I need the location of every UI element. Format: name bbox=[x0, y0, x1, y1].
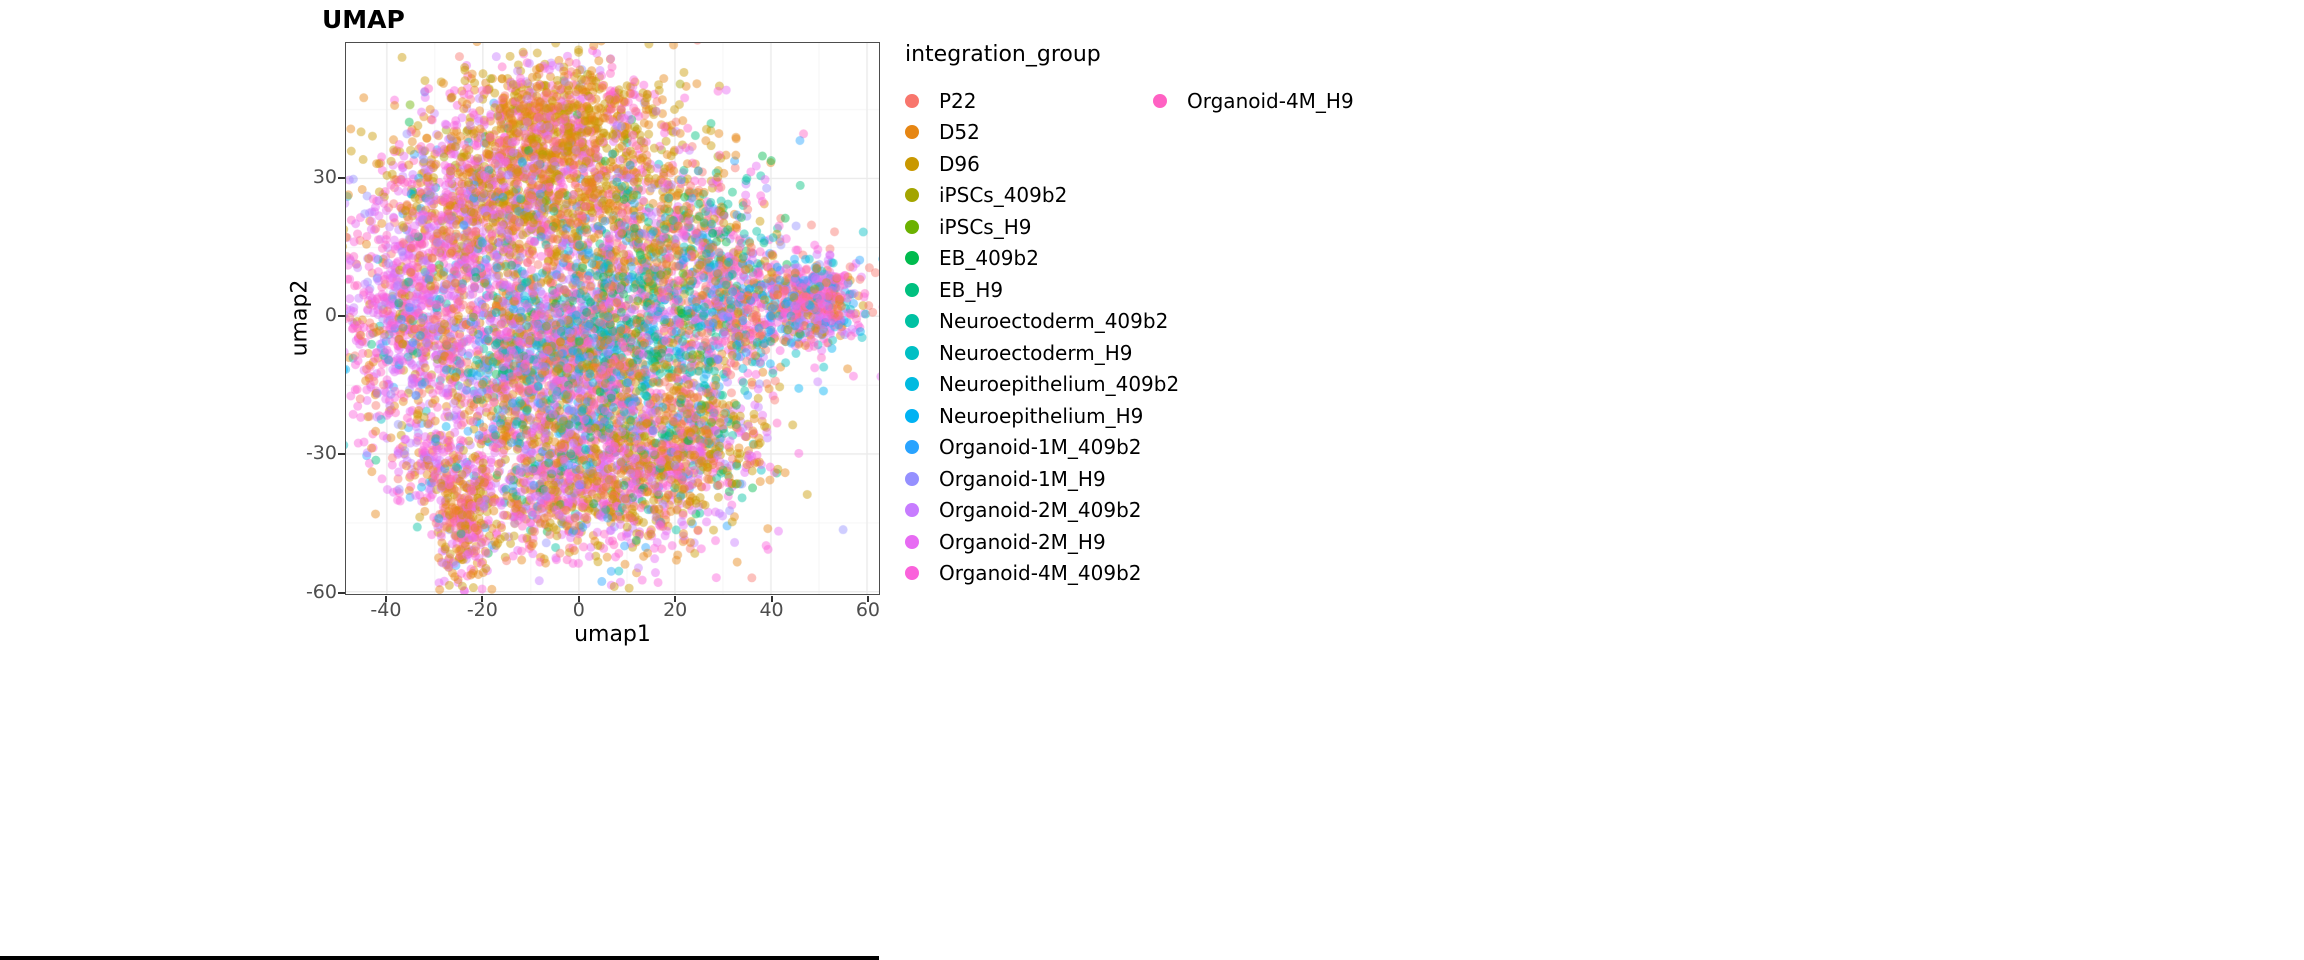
legend-item-label: iPSCs_409b2 bbox=[939, 183, 1068, 208]
legend-swatch-icon bbox=[905, 440, 919, 455]
legend-item-label: Neuroepithelium_409b2 bbox=[939, 372, 1180, 397]
legend-item-label: Neuroectoderm_409b2 bbox=[939, 309, 1169, 334]
legend-item-label: EB_409b2 bbox=[939, 246, 1039, 271]
legend-swatch-icon bbox=[905, 156, 919, 171]
legend-items: P22 D52 D96 iPSCs_409b2 iPSCs_H9 EB_409b2 EB_H… bbox=[905, 85, 1525, 593]
legend-item-label: Organoid-2M_409b2 bbox=[939, 498, 1142, 523]
legend-item-label: P22 bbox=[939, 88, 977, 113]
bottom-edge-bar bbox=[0, 956, 879, 960]
legend-item-label: Neuroepithelium_H9 bbox=[939, 403, 1144, 428]
legend-item: D96 bbox=[905, 148, 1153, 180]
legend-item: iPSCs_409b2 bbox=[905, 180, 1153, 212]
legend-swatch-icon bbox=[905, 314, 919, 329]
legend-item-label: Neuroectoderm_H9 bbox=[939, 340, 1133, 365]
legend-item: iPSCs_H9 bbox=[905, 211, 1153, 243]
legend-swatch-icon bbox=[905, 345, 919, 360]
legend-swatch-icon bbox=[905, 534, 919, 549]
legend-item: D52 bbox=[905, 117, 1153, 149]
legend-item-label: Organoid-1M_H9 bbox=[939, 466, 1106, 491]
x-tick-mark bbox=[384, 596, 387, 602]
legend-swatch-icon bbox=[905, 93, 919, 108]
y-tick-mark bbox=[338, 176, 345, 179]
legend-item-label: Organoid-1M_409b2 bbox=[939, 435, 1142, 460]
legend-swatch-icon bbox=[905, 377, 919, 392]
legend-item: Neuroectoderm_409b2 bbox=[905, 306, 1168, 338]
y-tick-mark bbox=[338, 315, 345, 318]
legend-item: Neuroepithelium_H9 bbox=[905, 400, 1153, 432]
y-tick-mark bbox=[338, 591, 345, 594]
x-tick-label: 60 bbox=[855, 599, 881, 621]
legend-item-label: EB_H9 bbox=[939, 277, 1004, 302]
legend-swatch-icon bbox=[905, 188, 919, 203]
y-tick-label: -30 bbox=[305, 442, 337, 465]
x-tick-label: 0 bbox=[572, 599, 585, 621]
legend-swatch-icon bbox=[905, 408, 919, 423]
legend-item: P22 bbox=[905, 85, 1153, 117]
legend-swatch-icon bbox=[905, 471, 919, 486]
legend-item-label: Organoid-2M_H9 bbox=[939, 529, 1106, 554]
legend-swatch-icon bbox=[905, 125, 919, 140]
legend-swatch-icon bbox=[905, 282, 919, 297]
y-tick-label: 0 bbox=[324, 304, 337, 327]
legend-item: Organoid-1M_H9 bbox=[905, 463, 1153, 495]
legend-item: Organoid-2M_H9 bbox=[905, 526, 1153, 558]
legend-item: Neuroepithelium_409b2 bbox=[905, 369, 1179, 401]
x-axis-title: umap1 bbox=[574, 622, 651, 647]
x-tick-mark bbox=[481, 596, 484, 602]
y-tick-label: -60 bbox=[305, 580, 337, 603]
legend-item-label: D52 bbox=[939, 120, 980, 145]
legend-swatch-icon bbox=[905, 566, 919, 581]
x-tick-mark bbox=[577, 596, 580, 602]
legend-item: Organoid-4M_H9 bbox=[1153, 85, 1401, 117]
y-tick-mark bbox=[338, 453, 345, 456]
legend: integration_group P22 D52 D96 iPSCs_409b2 iP… bbox=[905, 42, 1525, 593]
legend-item-label: iPSCs_H9 bbox=[939, 214, 1032, 239]
legend-item: EB_H9 bbox=[905, 274, 1153, 306]
plot-title: UMAP bbox=[322, 5, 405, 34]
x-tick-mark bbox=[866, 596, 869, 602]
x-tick-mark bbox=[674, 596, 677, 602]
x-tick-mark bbox=[770, 596, 773, 602]
plot-panel bbox=[345, 42, 880, 595]
legend-swatch-icon bbox=[1153, 93, 1167, 108]
umap-scatter-canvas bbox=[346, 43, 879, 594]
x-tick-label: 20 bbox=[663, 599, 688, 621]
x-tick-label: -20 bbox=[466, 599, 498, 621]
legend-item-label: Organoid-4M_H9 bbox=[1187, 88, 1354, 113]
x-tick-label: -40 bbox=[370, 599, 402, 621]
legend-item: Organoid-4M_409b2 bbox=[905, 558, 1153, 590]
legend-swatch-icon bbox=[905, 219, 919, 234]
legend-item: EB_409b2 bbox=[905, 243, 1153, 275]
legend-item: Organoid-1M_409b2 bbox=[905, 432, 1153, 464]
legend-item-label: Organoid-4M_409b2 bbox=[939, 561, 1142, 586]
x-tick-label: 40 bbox=[759, 599, 784, 621]
legend-swatch-icon bbox=[905, 251, 919, 266]
legend-title: integration_group bbox=[905, 42, 1101, 67]
legend-item: Organoid-2M_409b2 bbox=[905, 495, 1153, 527]
legend-item: Neuroectoderm_H9 bbox=[905, 337, 1153, 369]
legend-item-label: D96 bbox=[939, 151, 980, 176]
legend-swatch-icon bbox=[905, 503, 919, 518]
y-tick-label: 30 bbox=[312, 165, 337, 188]
